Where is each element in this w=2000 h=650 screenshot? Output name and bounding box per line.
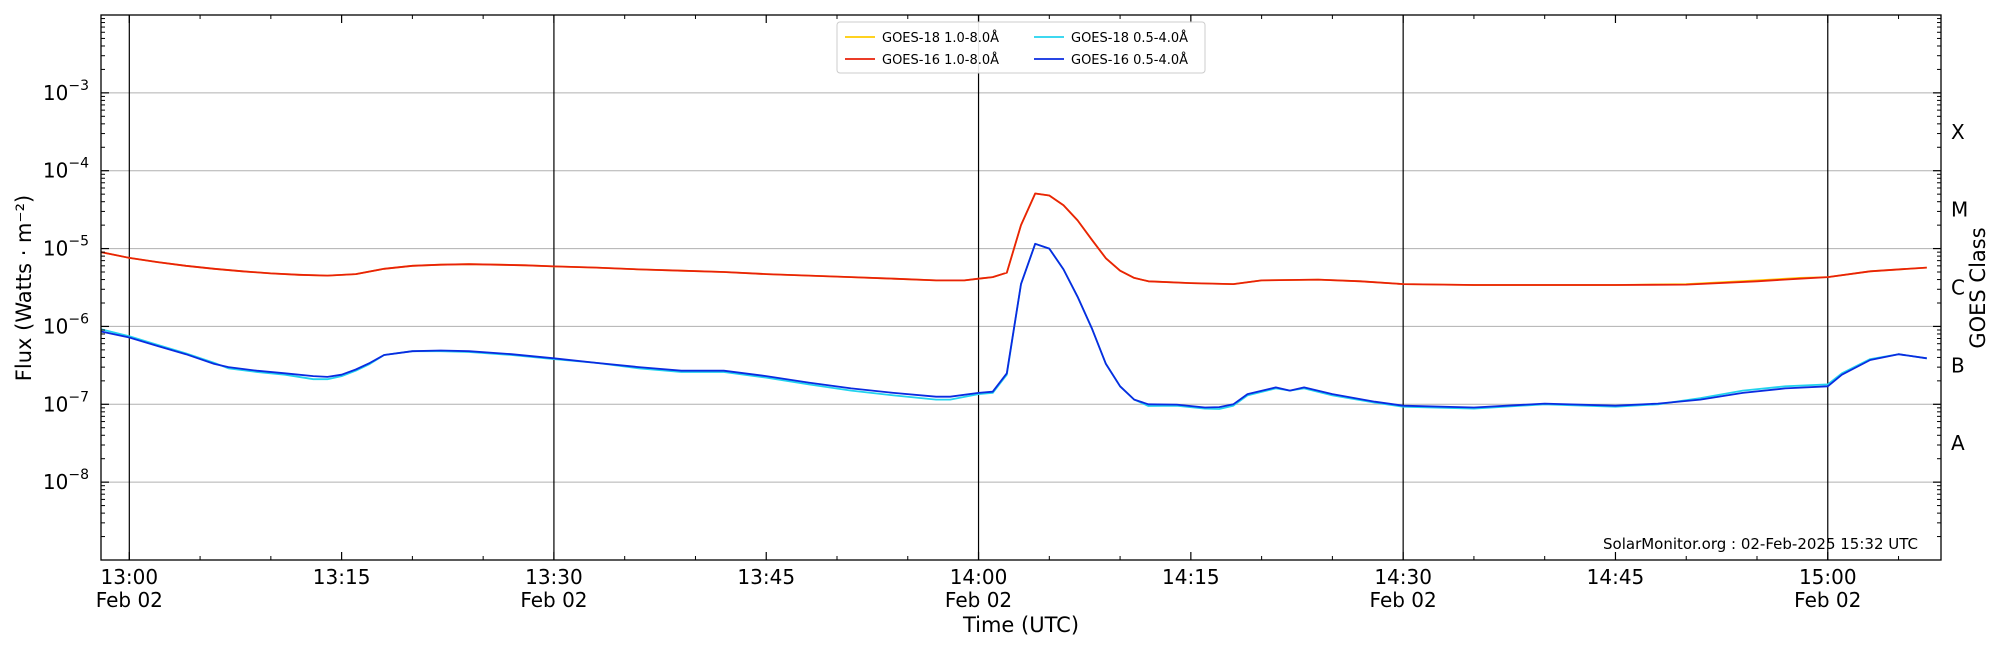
x-tick-label-time: 13:45: [737, 565, 795, 589]
goes-class-label-x: X: [1951, 120, 1965, 144]
y-tick-label: 10−6: [43, 311, 89, 338]
y-tick-exponent: −6: [68, 311, 89, 327]
legend-box: [836, 21, 1206, 74]
x-axis-label: Time (UTC): [962, 613, 1079, 637]
plot-frame: [100, 14, 1942, 561]
x-tick-label-time: 15:00: [1799, 565, 1857, 589]
x-tick-label-date: Feb 02: [1370, 588, 1437, 612]
legend-label: GOES-16 0.5-4.0Å: [1071, 52, 1188, 68]
y-tick-label: 10−5: [43, 234, 89, 261]
x-tick-label-time: 13:00: [100, 565, 158, 589]
x-tick-label-time: 13:15: [313, 565, 371, 589]
y-tick-exponent: −8: [68, 467, 89, 483]
legend-label: GOES-16 1.0-8.0Å: [882, 52, 999, 68]
legend-label: GOES-18 1.0-8.0Å: [882, 30, 999, 46]
x-tick-label-time: 14:30: [1374, 565, 1432, 589]
y-tick-base: 10: [43, 81, 68, 105]
y-tick-label: 10−7: [43, 389, 89, 416]
y-tick-base: 10: [43, 237, 68, 261]
y-tick-base: 10: [43, 392, 68, 416]
y-tick-base: 10: [43, 470, 68, 494]
y-tick-exponent: −3: [68, 78, 89, 94]
goes-class-label-a: A: [1951, 431, 1965, 455]
series-line-2: [100, 192, 1927, 286]
x-tick-label-time: 14:45: [1587, 565, 1645, 589]
y-tick-label: 10−3: [43, 78, 89, 105]
x-tick-label-time: 14:15: [1162, 565, 1220, 589]
x-tick-label-date: Feb 02: [945, 588, 1012, 612]
x-tick-label-date: Feb 02: [520, 588, 587, 612]
grid-lines: [101, 92, 1941, 483]
axis-ticks: [101, 15, 1941, 560]
y-tick-exponent: −5: [68, 234, 89, 250]
y-tick-exponent: −4: [68, 156, 89, 172]
credit-annotation: SolarMonitor.org : 02-Feb-2025 15:32 UTC: [1603, 535, 1918, 553]
y-tick-exponent: −7: [68, 389, 89, 405]
legend: GOES-18 1.0-8.0Å GOES-16 1.0-8.0Å GOES-18 …: [836, 21, 1206, 74]
series-lines: [100, 192, 1927, 410]
y-tick-base: 10: [43, 314, 68, 338]
series-line-4: [100, 242, 1927, 409]
y-tick-label: 10−4: [43, 156, 89, 183]
y-tick-base: 10: [43, 159, 68, 183]
goes-class-label-b: B: [1951, 353, 1965, 377]
y-axis-label: Flux (Watts · m⁻²): [12, 195, 36, 381]
y-tick-label: 10−8: [43, 467, 89, 494]
legend-label: GOES-18 0.5-4.0Å: [1071, 30, 1188, 46]
x-tick-label-date: Feb 02: [1794, 588, 1861, 612]
x-tick-label-time: 14:00: [950, 565, 1008, 589]
day-vertical-lines: [128, 15, 1829, 560]
goes-class-label-m: M: [1951, 198, 1968, 222]
x-tick-label-date: Feb 02: [96, 588, 163, 612]
x-tick-label-time: 13:30: [525, 565, 583, 589]
goes-class-axis-label: GOES Class: [1966, 227, 1990, 348]
goes-class-label-c: C: [1951, 276, 1965, 300]
